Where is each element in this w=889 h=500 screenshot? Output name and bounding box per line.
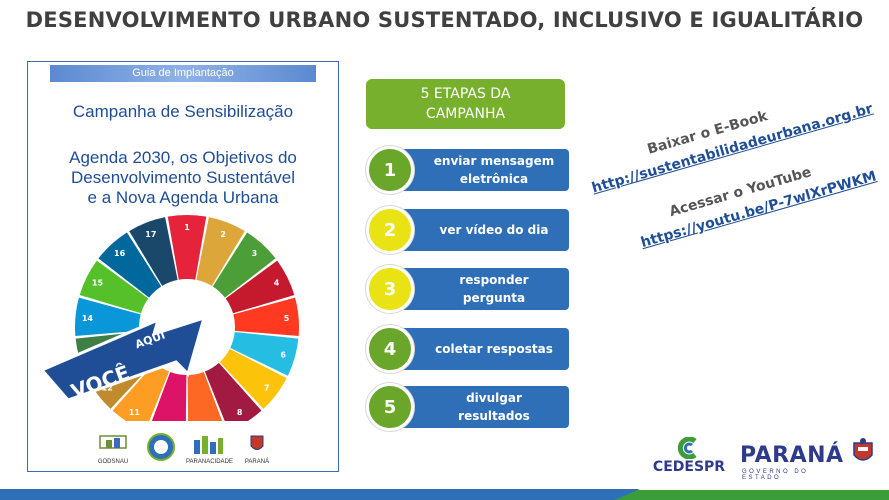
stage-label: enviar mensagem eletrônica <box>433 154 555 186</box>
stages-header-line: CAMPANHA <box>425 106 506 122</box>
godsnau-logo-text: GODSNAU <box>97 459 129 465</box>
cover-subtitle-line: Agenda 2030, os Objetivos do <box>69 148 297 167</box>
sdg-segment <box>187 371 223 421</box>
cover-title: Campanha de Sensibilização <box>72 102 294 121</box>
parana-logo: PARANÁ GOVERNO DO ESTADO <box>740 437 880 481</box>
stage-number-badge: 2 <box>366 206 414 254</box>
stage-1: enviar mensagem eletrônica 1 <box>366 146 571 194</box>
cedespr-text: CEDESPR <box>652 459 726 475</box>
godsnau-logo: GODSNAU <box>96 434 130 465</box>
stage-bar: ver vídeo do dia <box>388 209 569 251</box>
voce-aqui-arrow: VOCÊ AQUI <box>39 315 207 402</box>
sdg-number: 4 <box>274 278 280 287</box>
sdg-segment <box>129 217 178 286</box>
stage-label: divulgar resultados <box>458 391 530 423</box>
sdg-segment <box>230 332 299 376</box>
sdg-number: 3 <box>252 249 258 258</box>
links-panel: Baixar o E-Book http://sustentabilidadeu… <box>584 80 889 323</box>
stage-bar: enviar mensagem eletrônica <box>388 149 569 191</box>
cover-banner: Guia de Implantação <box>50 65 316 82</box>
coat-of-arms-icon <box>250 435 264 450</box>
cedes-c-icon <box>677 437 697 459</box>
stage-bar: coletar respostas <box>388 328 569 370</box>
cover-subtitle: Agenda 2030, os Objetivos do Desenvolvim… <box>28 148 338 208</box>
cover-logos: GODSNAU PARANACIDADE PARANÁ <box>28 430 338 468</box>
stage-number-badge: 3 <box>366 265 414 313</box>
stage-number-badge: 4 <box>366 325 414 373</box>
sdg-number: 11 <box>129 408 141 417</box>
guide-cover: Guia de Implantação Campanha de Sensibil… <box>27 61 339 472</box>
sdg-segment <box>225 260 295 314</box>
sdg-number: 16 <box>114 249 126 258</box>
stage-bar: responder pergunta <box>388 268 569 310</box>
stage-number-badge: 1 <box>366 146 414 194</box>
sdg-segment <box>219 348 287 409</box>
stage-label: coletar respostas <box>435 342 553 356</box>
stage-5: divulgar resultados 5 <box>366 383 571 431</box>
cover-subtitle-line: Desenvolvimento Sustentável <box>71 168 295 187</box>
parana-coat-of-arms-icon <box>853 438 873 461</box>
sdg-segment <box>75 297 141 336</box>
sdg-number: 6 <box>280 350 286 359</box>
sdg-segment <box>167 215 207 280</box>
stage-4: coletar respostas 4 <box>366 325 571 373</box>
sdg-number: 5 <box>284 314 290 323</box>
seal-icon <box>147 433 175 461</box>
stage-3: responder pergunta 3 <box>366 265 571 313</box>
paranacidade-logo-text: PARANACIDADE <box>186 459 233 465</box>
sdg-number: 2 <box>220 230 226 239</box>
city-buildings-icon <box>194 436 223 454</box>
stages-header-line: 5 ETAPAS DA <box>420 86 511 102</box>
sdg-number: 14 <box>82 314 94 323</box>
sdg-segment <box>212 232 276 298</box>
stage-number-badge: 5 <box>366 383 414 431</box>
stage-label: ver vídeo do dia <box>439 223 549 237</box>
parana-subtitle: GOVERNO DO ESTADO <box>742 469 809 481</box>
sdg-segment <box>151 371 187 421</box>
cover-subtitle-line: e a Nova Agenda Urbana <box>87 188 279 207</box>
sdg-number: 17 <box>145 230 156 239</box>
parana-small-logo: PARANÁ <box>240 434 274 465</box>
godsnau-icon <box>99 435 127 449</box>
parana-small-logo-text: PARANÁ <box>244 459 270 465</box>
paranacidade-logo: PARANACIDADE <box>186 434 233 465</box>
sdg-number: 8 <box>237 408 243 417</box>
footer-bar-blue <box>0 489 640 500</box>
sdg-segment <box>204 362 262 421</box>
stage-label: responder pergunta <box>459 273 529 305</box>
sdg-segment <box>196 217 245 286</box>
sdg-number: 15 <box>92 278 104 287</box>
parana-text: PARANÁ <box>740 443 844 468</box>
sdg-segment <box>98 232 162 298</box>
stages-header: 5 ETAPAS DA CAMPANHA <box>366 79 565 129</box>
slide-title: DESENVOLVIMENTO URBANO SUSTENTADO, INCLU… <box>25 8 864 32</box>
cedespr-logo: CEDESPR <box>649 437 729 477</box>
stage-bar: divulgar resultados <box>388 386 569 428</box>
sdg-segment <box>112 362 170 421</box>
sdg-number: 7 <box>264 383 270 392</box>
stage-2: ver vídeo do dia 2 <box>366 206 571 254</box>
sdg-segment <box>79 260 149 314</box>
sdg-segment <box>233 297 299 336</box>
sdg-number: 1 <box>184 223 190 232</box>
